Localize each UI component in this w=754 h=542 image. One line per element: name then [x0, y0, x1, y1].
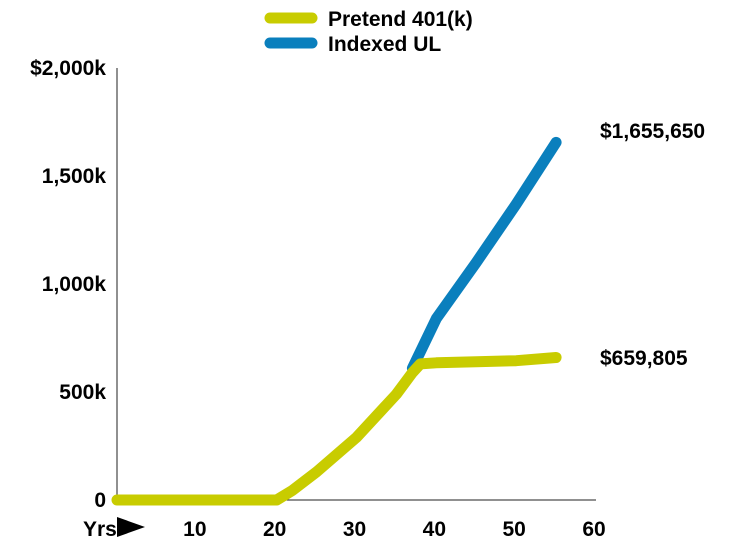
x-tick-label: 50 [502, 518, 525, 541]
x-tick-label: 10 [183, 518, 206, 541]
y-axis-ticks: 0 500k 1,000k 1,500k $2,000k [30, 57, 106, 512]
y-tick-label: 0 [94, 489, 106, 512]
x-tick-label: 40 [423, 518, 446, 541]
x-axis-ticks: 10 20 30 40 50 60 [183, 518, 606, 541]
x-tick-label: 60 [582, 518, 605, 541]
indexed-ul-end-value-label: $1,655,650 [600, 120, 705, 143]
series-line-pretend-401-k [111, 352, 562, 506]
series-layer [111, 136, 562, 506]
x-axis-arrow-icon [117, 517, 145, 537]
legend-label-indexed-ul: Indexed UL [328, 33, 441, 56]
x-axis-label: Yrs [83, 518, 117, 541]
y-tick-label: 1,000k [42, 273, 107, 296]
series-line-indexed-ul [406, 136, 562, 374]
y-tick-label: 500k [59, 381, 106, 404]
x-tick-label: 30 [343, 518, 366, 541]
x-tick-label: 20 [263, 518, 286, 541]
y-tick-label: $2,000k [30, 57, 106, 80]
y-tick-label: 1,500k [42, 165, 107, 188]
pretend-401k-end-value-label: $659,805 [600, 347, 688, 370]
legend: Pretend 401(k) Indexed UL [264, 8, 473, 56]
legend-label-pretend-401k: Pretend 401(k) [328, 8, 473, 31]
